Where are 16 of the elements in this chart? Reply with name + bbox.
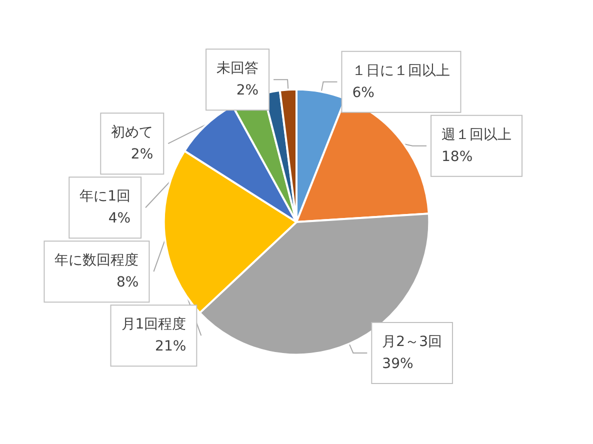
slice-label: １日に１回以上	[352, 62, 450, 79]
slice-label: 年に1回	[80, 188, 131, 205]
data-label: 2%	[236, 82, 259, 99]
data-label: 2%	[130, 146, 154, 163]
data-label: 8%	[116, 274, 139, 291]
data-label: 6%	[352, 84, 374, 101]
slice-label: 未回答	[216, 60, 259, 77]
slice-label: 年に数回程度	[54, 252, 139, 269]
slice-label: 初めて	[111, 124, 154, 141]
data-label: 39%	[382, 356, 414, 372]
data-label: 4%	[108, 210, 131, 227]
slice-label: 月1回程度	[121, 316, 186, 333]
data-label: 18%	[442, 148, 473, 165]
data-label: 21%	[155, 338, 186, 355]
slice-label: 月2～3回	[382, 334, 442, 350]
slice-label: 週１回以上	[442, 126, 512, 143]
